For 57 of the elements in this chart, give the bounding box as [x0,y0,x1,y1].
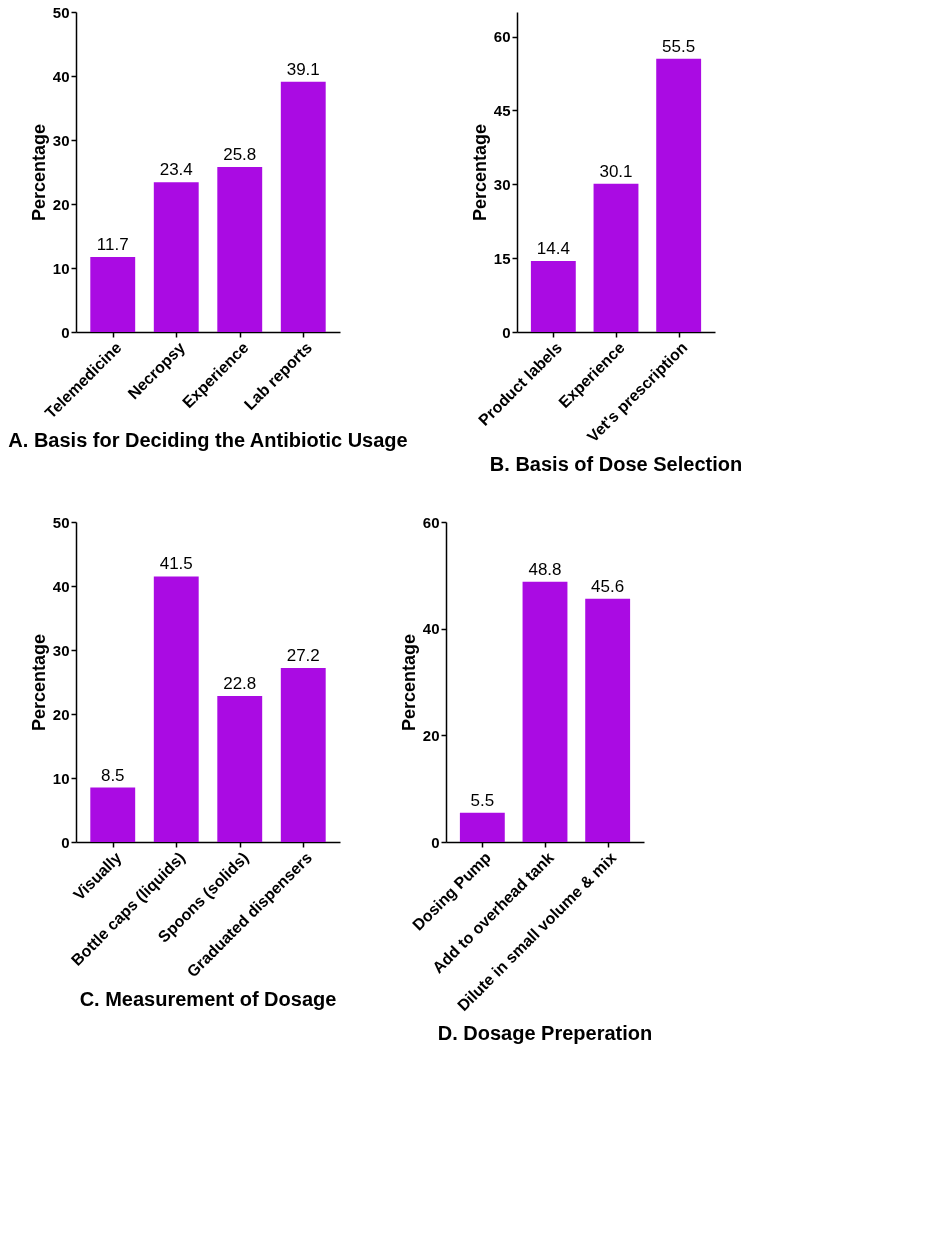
y-tick-label: 15 [493,249,511,267]
data-label: 5.5 [470,790,495,810]
y-tick-label: 0 [431,833,440,851]
y-tick-label: 20 [422,726,440,744]
data-label: 48.8 [528,559,562,579]
y-tick-label: 0 [502,323,511,341]
y-tick-label: 10 [52,769,70,787]
data-label: 8.5 [100,765,125,785]
bar [90,787,136,842]
y-tick-label: 30 [493,175,511,193]
data-label: 27.2 [286,645,320,665]
y-tick-label: 20 [52,195,70,213]
data-label: 41.5 [159,554,193,574]
bar [217,166,263,332]
text: A. Basis for Deciding the Antibiotic Usage [8,429,408,452]
bar [90,257,136,332]
y-tick-label: 50 [52,3,70,21]
bar [280,81,326,332]
data-label: 23.4 [159,160,193,180]
y-axis-title: Percentage [28,633,49,732]
data-label: 30.1 [599,161,633,181]
y-tick-label: 20 [52,705,70,723]
y-tick-label: 30 [52,641,70,659]
y-tick-label: 0 [61,323,70,341]
data-label: 11.7 [96,235,129,255]
y-tick-label: 50 [52,513,70,531]
bar [585,598,631,842]
y-tick-label: 10 [52,259,70,277]
data-label: 14.4 [536,239,570,259]
text: C. Measurement of Dosage [79,987,337,1010]
data-label: 22.8 [223,674,257,694]
text: B. Basis of Dose Selection [489,452,743,475]
y-tick-label: 40 [52,577,70,595]
data-label: 25.8 [223,144,257,164]
bar [280,667,326,842]
bar [153,576,199,842]
bar [530,261,576,332]
y-tick-label: 40 [422,620,440,638]
data-label: 55.5 [662,36,696,56]
bar [459,812,505,842]
y-tick-label: 30 [52,131,70,149]
y-tick-label: 40 [52,67,70,85]
y-tick-label: 60 [422,513,440,531]
text: D. Dosage Preperation [437,1021,653,1044]
y-axis-title: Percentage [398,633,419,732]
bar [217,696,263,842]
data-label: 45.6 [591,576,625,596]
bar [522,581,568,842]
bar [656,58,702,332]
y-axis-title: Percentage [469,123,490,222]
y-axis-title: Percentage [28,123,49,222]
bar [153,182,199,332]
data-label: 39.1 [286,59,320,79]
y-tick-label: 0 [61,833,70,851]
y-tick-label: 60 [493,28,511,46]
bar [593,183,639,332]
y-tick-label: 45 [493,101,511,119]
